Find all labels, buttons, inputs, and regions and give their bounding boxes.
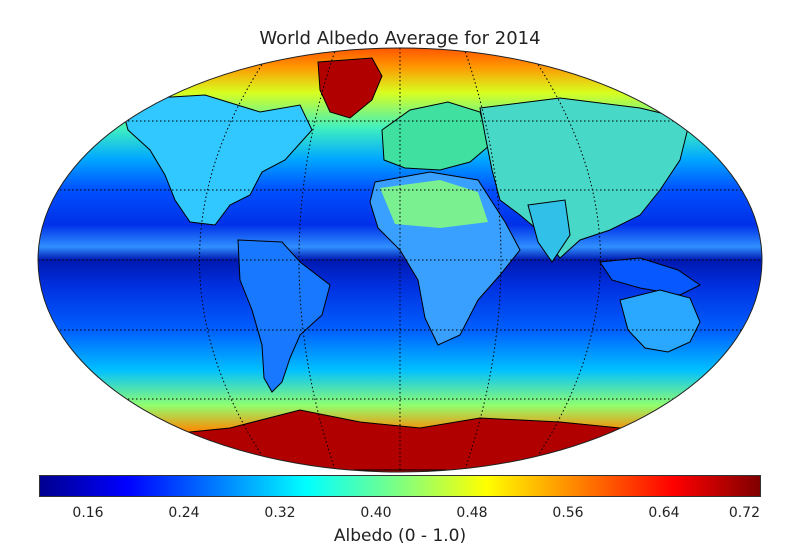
colorbar-tick-label: 0.16 (72, 505, 104, 521)
colorbar (39, 475, 761, 497)
colorbar-label: Albedo (0 - 1.0) (333, 526, 467, 546)
map-title: World Albedo Average for 2014 (259, 28, 541, 49)
colorbar-tick-label: 0.40 (360, 505, 392, 521)
colorbar-tick-label: 0.24 (168, 505, 200, 521)
india (527, 199, 571, 263)
colorbar-ticks: 0.16 0.24 0.32 0.40 0.48 0.56 0.64 0.72 (40, 505, 760, 523)
meridian-60e (463, 48, 502, 472)
colorbar-tick-label: 0.32 (264, 505, 296, 521)
south-america (237, 239, 331, 393)
map-boundary (37, 47, 763, 473)
graticule (38, 48, 762, 472)
australia (619, 289, 701, 353)
colorbar-tick-label: 0.56 (552, 505, 584, 521)
greenland (317, 57, 383, 119)
colorbar-tick-label: 0.64 (648, 505, 680, 521)
north-america (119, 94, 313, 226)
colorbar-tick-label: 0.48 (456, 505, 488, 521)
europe (381, 101, 491, 171)
meridian-60w (298, 48, 337, 472)
africa-sahara (380, 180, 488, 228)
colorbar-tick-label: 0.72 (728, 505, 760, 521)
